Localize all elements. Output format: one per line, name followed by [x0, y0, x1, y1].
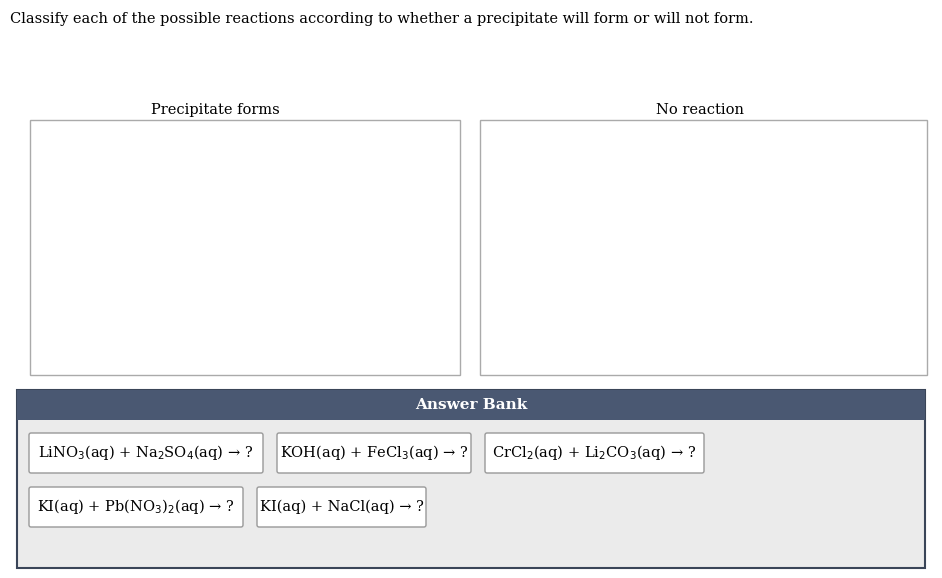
- FancyBboxPatch shape: [29, 487, 243, 527]
- Bar: [30, 120, 460, 375]
- FancyBboxPatch shape: [277, 433, 471, 473]
- FancyBboxPatch shape: [257, 487, 426, 527]
- FancyBboxPatch shape: [29, 433, 263, 473]
- FancyBboxPatch shape: [485, 433, 704, 473]
- Text: No reaction: No reaction: [656, 103, 744, 117]
- Text: KOH(aq) + FeCl$_3$(aq) → ?: KOH(aq) + FeCl$_3$(aq) → ?: [280, 443, 468, 462]
- Bar: [17, 390, 925, 420]
- Text: CrCl$_2$(aq) + Li$_2$CO$_3$(aq) → ?: CrCl$_2$(aq) + Li$_2$CO$_3$(aq) → ?: [493, 443, 696, 462]
- Bar: [17, 390, 925, 568]
- Text: KI(aq) + NaCl(aq) → ?: KI(aq) + NaCl(aq) → ?: [260, 500, 424, 514]
- Text: Precipitate forms: Precipitate forms: [151, 103, 280, 117]
- Text: Classify each of the possible reactions according to whether a precipitate will : Classify each of the possible reactions …: [10, 12, 754, 26]
- Text: Answer Bank: Answer Bank: [414, 398, 528, 412]
- Bar: [480, 120, 927, 375]
- Text: LiNO$_3$(aq) + Na$_2$SO$_4$(aq) → ?: LiNO$_3$(aq) + Na$_2$SO$_4$(aq) → ?: [39, 443, 253, 462]
- Text: KI(aq) + Pb(NO$_3$)$_2$(aq) → ?: KI(aq) + Pb(NO$_3$)$_2$(aq) → ?: [38, 498, 235, 517]
